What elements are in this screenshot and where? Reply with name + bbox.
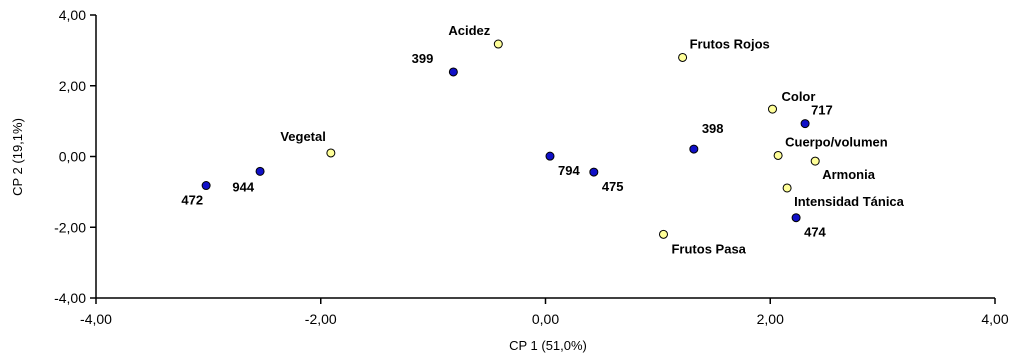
point-label-intensidad-t-nica: Intensidad Tánica <box>794 194 905 209</box>
point-label-794: 794 <box>558 163 580 178</box>
observation-point-399 <box>448 67 458 77</box>
y-tick-label: 0,00 <box>59 149 86 165</box>
point-label-475: 475 <box>602 179 624 194</box>
variable-point-acidez <box>493 39 503 49</box>
observation-point-475 <box>589 167 599 177</box>
axes <box>90 14 996 304</box>
variable-point-color <box>767 104 777 114</box>
x-tick-label: -4,00 <box>80 311 112 327</box>
data-points <box>201 39 820 239</box>
variable-point-armonia <box>810 156 820 166</box>
observation-point-472 <box>201 181 211 191</box>
y-tick-label: -4,00 <box>54 290 86 306</box>
tick-labels: -4,00 -2,00 0,00 2,00 4,00 -4,00 -2,00 0,00 2,00… <box>54 7 1009 327</box>
point-label-399: 399 <box>412 51 434 66</box>
y-tick-label: 2,00 <box>59 78 86 94</box>
point-label-474: 474 <box>804 225 826 240</box>
variable-point-frutos-pasa <box>658 229 668 239</box>
point-label-cuerpo-volumen: Cuerpo/volumen <box>785 134 888 149</box>
x-axis-title: CP 1 (51,0%) <box>509 338 587 353</box>
variable-point-frutos-rojos <box>678 52 688 62</box>
point-label-944: 944 <box>232 179 254 194</box>
point-labels: 399 472 944 794 475 398 717 474 Acidez Frutos Roj… <box>181 23 904 256</box>
observation-point-474 <box>791 213 801 223</box>
point-label-vegetal: Vegetal <box>280 129 326 144</box>
y-axis-title: CP 2 (19,1%) <box>10 118 25 196</box>
point-label-color: Color <box>781 89 815 104</box>
x-tick-label: 2,00 <box>757 311 784 327</box>
point-label-frutos-pasa: Frutos Pasa <box>671 241 746 256</box>
point-label-398: 398 <box>702 121 724 136</box>
observation-point-717 <box>800 119 810 129</box>
variable-point-vegetal <box>326 148 336 158</box>
observation-point-794 <box>545 151 555 161</box>
y-tick-label: 4,00 <box>59 7 86 23</box>
x-tick-label: 0,00 <box>532 311 559 327</box>
point-label-717: 717 <box>811 103 833 118</box>
point-label-472: 472 <box>181 193 203 208</box>
observation-point-398 <box>689 144 699 154</box>
point-label-armonia: Armonia <box>822 167 876 182</box>
point-label-acidez: Acidez <box>448 23 490 38</box>
variable-point-cuerpo-volumen <box>773 150 783 160</box>
x-tick-label: 4,00 <box>981 311 1008 327</box>
x-tick-label: -2,00 <box>305 311 337 327</box>
variable-point-intensidad-t-nica <box>782 183 792 193</box>
point-label-frutos-rojos: Frutos Rojos <box>690 36 770 51</box>
y-tick-label: -2,00 <box>54 219 86 235</box>
observation-point-944 <box>255 166 265 176</box>
